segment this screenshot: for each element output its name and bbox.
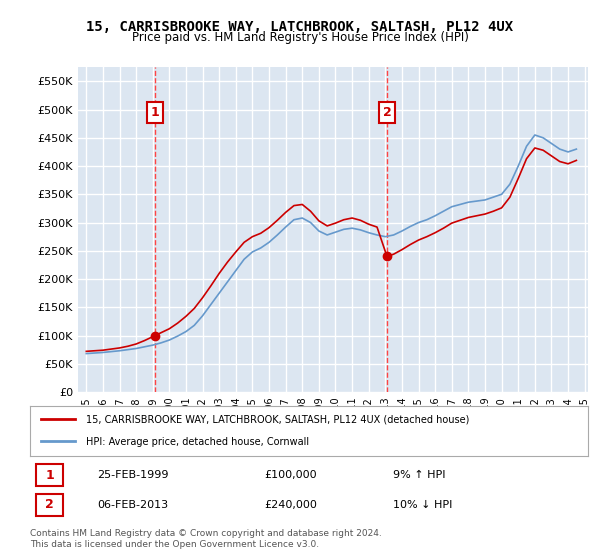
FancyBboxPatch shape <box>35 494 64 516</box>
Text: 15, CARRISBROOKE WAY, LATCHBROOK, SALTASH, PL12 4UX (detached house): 15, CARRISBROOKE WAY, LATCHBROOK, SALTAS… <box>86 414 469 424</box>
Text: 25-FEB-1999: 25-FEB-1999 <box>97 470 169 480</box>
Text: £240,000: £240,000 <box>265 500 317 510</box>
Text: HPI: Average price, detached house, Cornwall: HPI: Average price, detached house, Corn… <box>86 437 309 447</box>
Text: 1: 1 <box>151 106 160 119</box>
Text: 2: 2 <box>45 498 54 511</box>
Text: £100,000: £100,000 <box>265 470 317 480</box>
Text: 15, CARRISBROOKE WAY, LATCHBROOK, SALTASH, PL12 4UX: 15, CARRISBROOKE WAY, LATCHBROOK, SALTAS… <box>86 20 514 34</box>
Text: 2: 2 <box>383 106 391 119</box>
Text: 10% ↓ HPI: 10% ↓ HPI <box>392 500 452 510</box>
Text: 1: 1 <box>45 469 54 482</box>
Text: Contains HM Land Registry data © Crown copyright and database right 2024.
This d: Contains HM Land Registry data © Crown c… <box>30 529 382 549</box>
Text: 06-FEB-2013: 06-FEB-2013 <box>97 500 168 510</box>
Text: Price paid vs. HM Land Registry's House Price Index (HPI): Price paid vs. HM Land Registry's House … <box>131 31 469 44</box>
FancyBboxPatch shape <box>35 464 64 486</box>
Text: 9% ↑ HPI: 9% ↑ HPI <box>392 470 445 480</box>
